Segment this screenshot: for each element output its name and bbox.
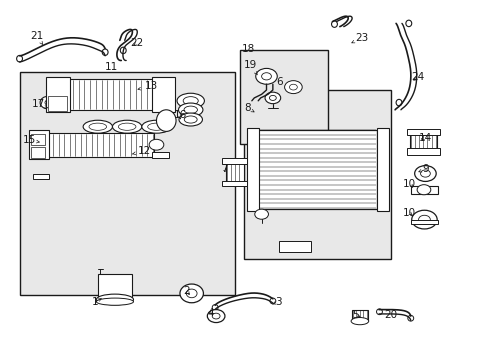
- Ellipse shape: [96, 294, 133, 305]
- Ellipse shape: [96, 298, 133, 305]
- Text: 6: 6: [276, 77, 283, 87]
- Bar: [410, 186, 437, 194]
- Ellipse shape: [289, 84, 297, 90]
- Ellipse shape: [269, 95, 276, 100]
- Ellipse shape: [350, 318, 368, 325]
- Bar: [222, 158, 246, 164]
- Bar: [239, 50, 327, 144]
- Bar: [244, 90, 390, 259]
- Bar: [66, 79, 154, 110]
- Text: 12: 12: [132, 146, 151, 156]
- Ellipse shape: [177, 93, 204, 108]
- Ellipse shape: [147, 123, 165, 130]
- Ellipse shape: [40, 96, 58, 109]
- Text: 11: 11: [104, 62, 118, 72]
- Text: 13: 13: [138, 81, 158, 91]
- Ellipse shape: [416, 185, 430, 195]
- Bar: [46, 133, 154, 157]
- Ellipse shape: [264, 92, 280, 104]
- Text: 3: 3: [272, 297, 282, 307]
- Ellipse shape: [179, 113, 202, 126]
- Text: 15: 15: [22, 135, 39, 145]
- Bar: [222, 181, 246, 186]
- Ellipse shape: [255, 68, 277, 84]
- Bar: [410, 220, 437, 224]
- Bar: [31, 147, 45, 158]
- Text: 8: 8: [244, 103, 254, 113]
- Ellipse shape: [418, 215, 429, 224]
- Bar: [20, 72, 234, 295]
- Bar: [54, 98, 62, 104]
- Ellipse shape: [284, 81, 302, 94]
- Ellipse shape: [207, 310, 224, 323]
- Text: 5: 5: [352, 310, 360, 320]
- Ellipse shape: [183, 96, 198, 105]
- Bar: [406, 129, 439, 135]
- Text: 16: 16: [173, 110, 186, 120]
- Bar: [246, 128, 259, 211]
- Text: 4: 4: [206, 308, 213, 318]
- Bar: [351, 310, 367, 320]
- Text: 1: 1: [92, 297, 102, 307]
- Ellipse shape: [414, 166, 435, 181]
- Bar: [376, 128, 388, 211]
- Bar: [33, 174, 49, 179]
- Text: 22: 22: [130, 38, 143, 48]
- Bar: [48, 96, 67, 111]
- Ellipse shape: [178, 103, 203, 117]
- Bar: [46, 77, 70, 112]
- Text: 21: 21: [30, 31, 43, 44]
- Ellipse shape: [112, 120, 142, 133]
- Text: 19: 19: [243, 60, 257, 75]
- Ellipse shape: [180, 284, 203, 303]
- Text: 23: 23: [351, 33, 368, 43]
- Ellipse shape: [89, 123, 106, 130]
- Bar: [151, 152, 168, 158]
- Bar: [29, 130, 49, 159]
- Text: 18: 18: [241, 44, 255, 54]
- Ellipse shape: [254, 209, 268, 219]
- Text: 2: 2: [183, 286, 190, 296]
- Ellipse shape: [186, 289, 197, 298]
- Ellipse shape: [149, 139, 163, 150]
- Bar: [249, 130, 376, 209]
- Bar: [225, 161, 244, 184]
- Bar: [102, 276, 128, 294]
- Ellipse shape: [45, 100, 53, 105]
- Ellipse shape: [118, 123, 136, 130]
- Text: 14: 14: [418, 132, 431, 143]
- Ellipse shape: [420, 170, 429, 177]
- Ellipse shape: [212, 313, 220, 319]
- Text: 7: 7: [221, 164, 227, 174]
- Bar: [31, 134, 45, 145]
- Ellipse shape: [261, 73, 271, 80]
- Bar: [409, 131, 436, 153]
- Ellipse shape: [83, 120, 112, 133]
- Text: 20: 20: [384, 310, 397, 320]
- Ellipse shape: [411, 210, 436, 229]
- Bar: [98, 274, 132, 297]
- Text: 24: 24: [410, 72, 424, 82]
- Ellipse shape: [107, 88, 115, 94]
- Text: 10: 10: [403, 179, 415, 189]
- Bar: [406, 148, 439, 155]
- Ellipse shape: [184, 116, 197, 123]
- Ellipse shape: [156, 110, 176, 131]
- Ellipse shape: [183, 106, 197, 113]
- Bar: [151, 77, 175, 112]
- Bar: [278, 241, 310, 252]
- Text: 10: 10: [403, 208, 415, 218]
- Text: 9: 9: [418, 164, 428, 174]
- Text: 17: 17: [31, 99, 47, 109]
- Ellipse shape: [142, 120, 171, 133]
